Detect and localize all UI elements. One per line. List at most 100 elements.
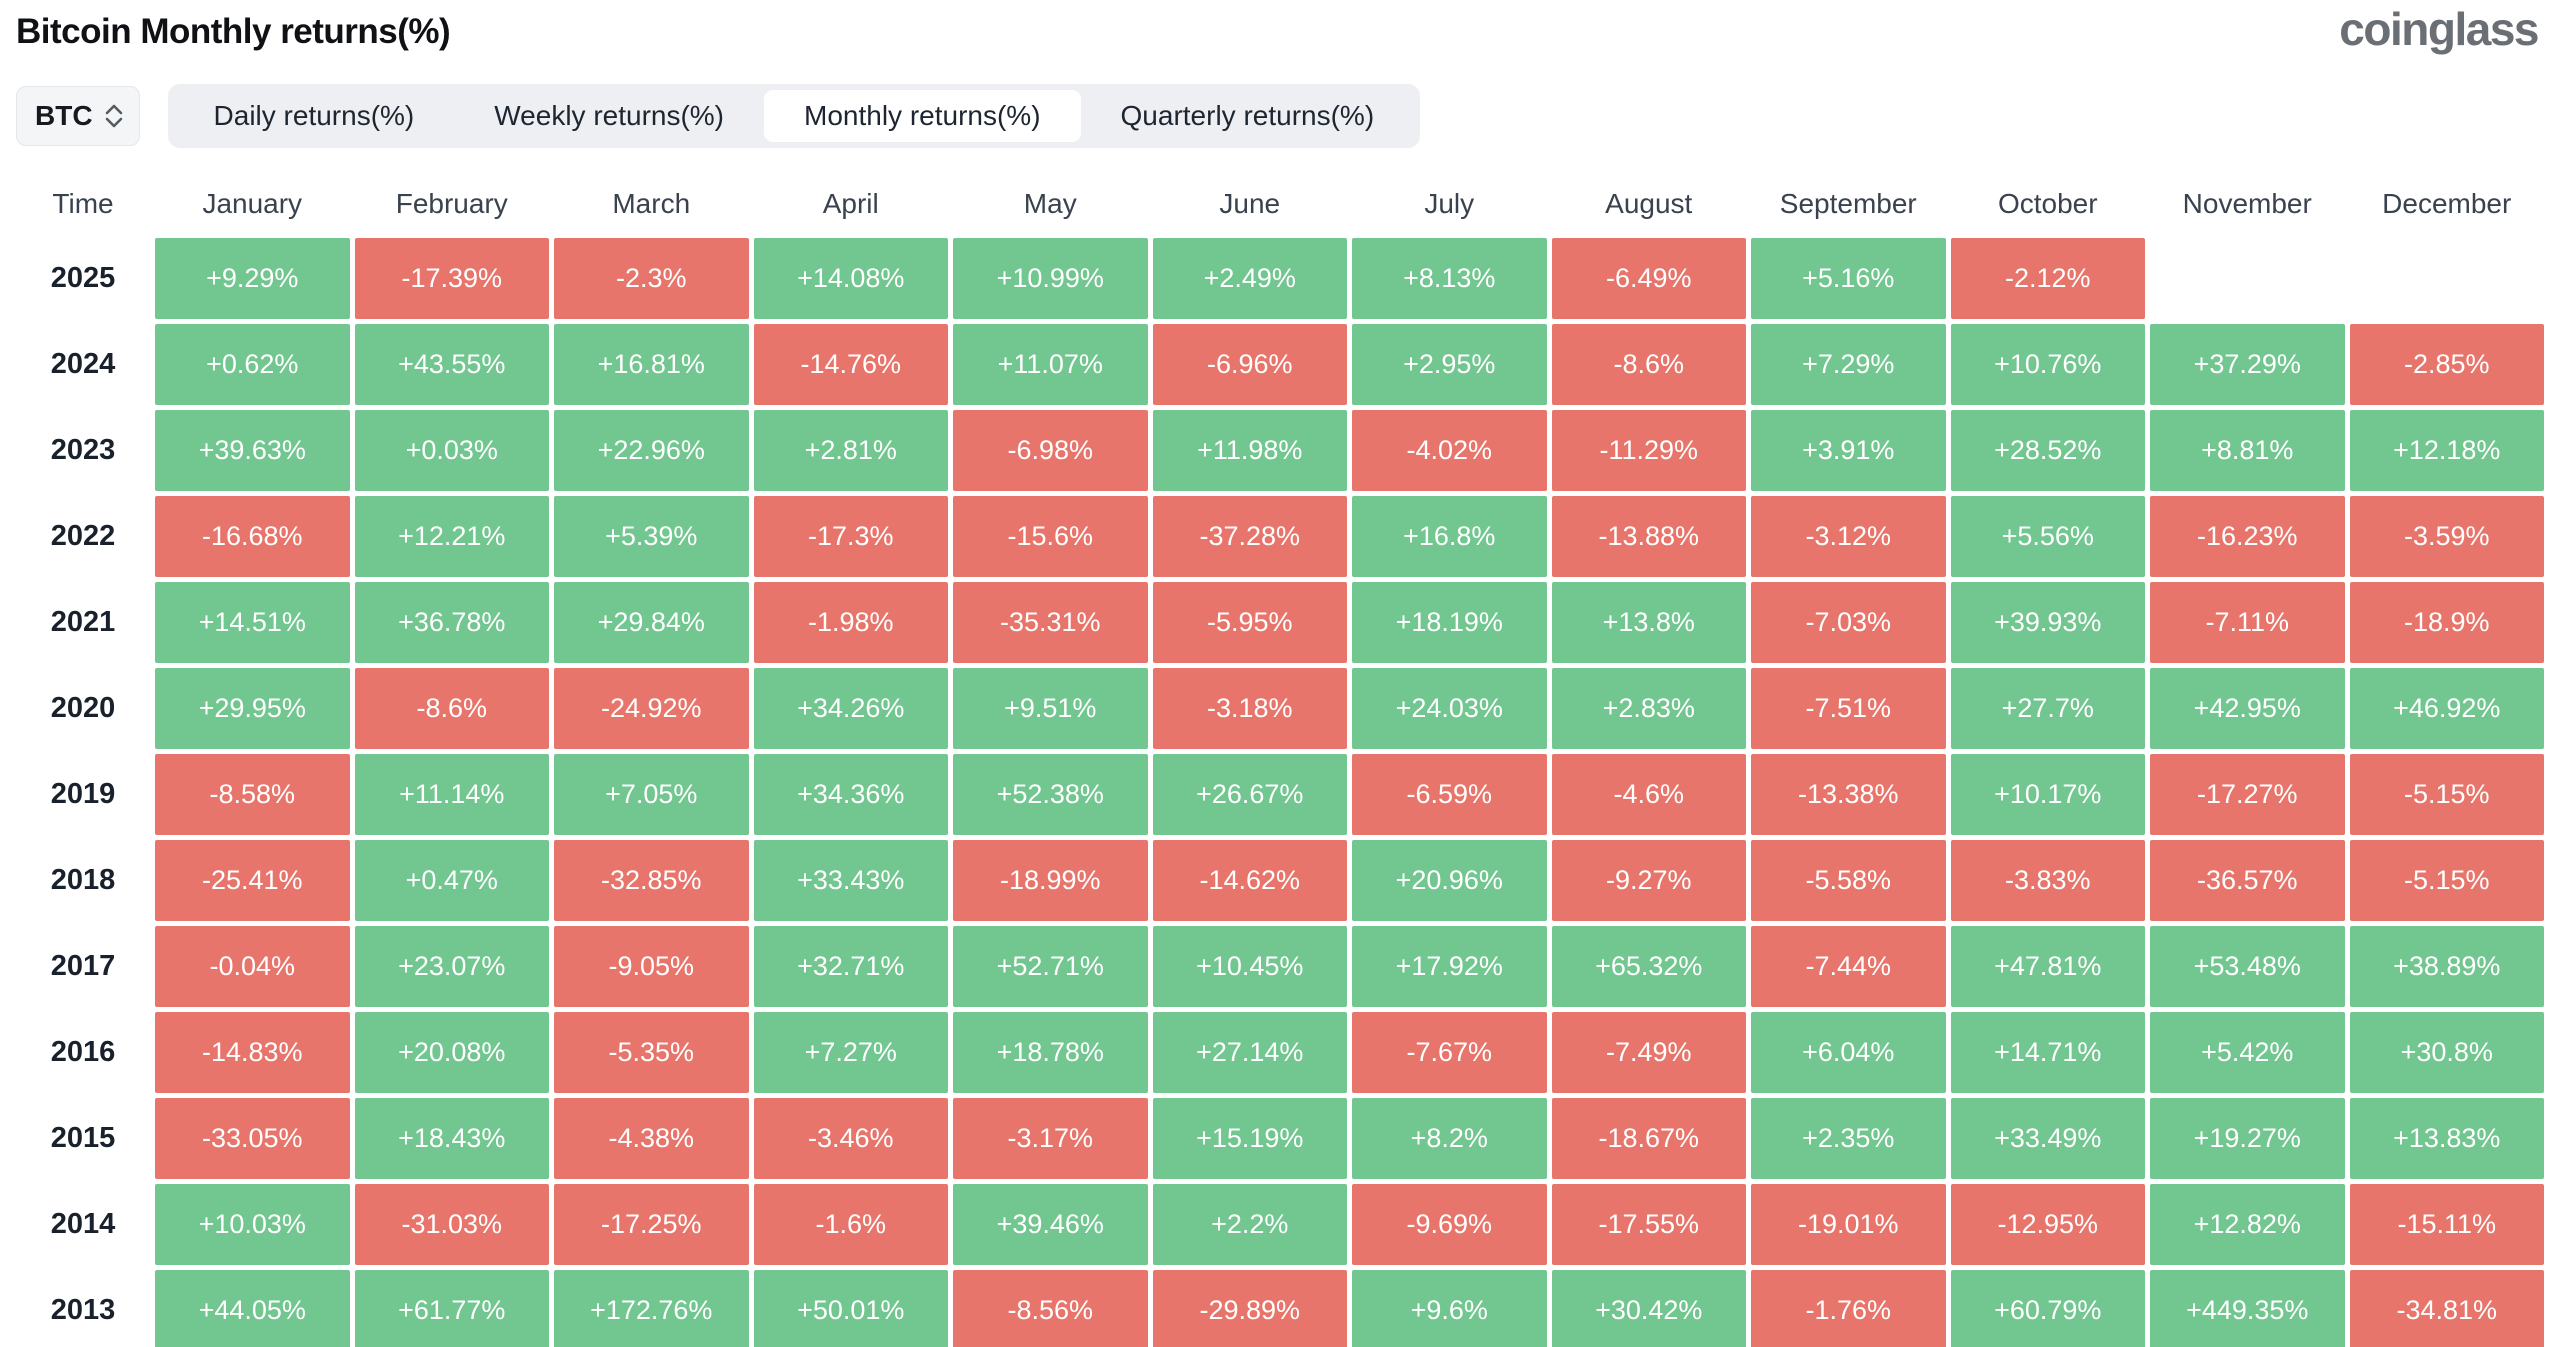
return-cell: -9.69% xyxy=(1352,1184,1547,1265)
return-cell: +14.51% xyxy=(155,582,350,663)
year-label: 2015 xyxy=(50,1122,116,1154)
return-cell: +9.51% xyxy=(953,668,1148,749)
return-cell: -5.15% xyxy=(2349,754,2544,835)
empty-cell xyxy=(2350,238,2545,319)
return-cell: -3.59% xyxy=(2349,496,2544,577)
column-header-september: September xyxy=(1779,188,1917,219)
return-cell: +47.81% xyxy=(1950,926,2145,1007)
column-header-may: May xyxy=(1023,188,1077,219)
return-cell: -17.55% xyxy=(1551,1184,1746,1265)
return-cell: +26.67% xyxy=(1152,754,1347,835)
year-label: 2018 xyxy=(50,864,116,896)
return-cell: +18.43% xyxy=(354,1098,549,1179)
return-cell: -17.25% xyxy=(554,1184,749,1265)
return-cell: -8.6% xyxy=(1551,324,1746,405)
return-cell: +12.82% xyxy=(2150,1184,2345,1265)
return-cell: +2.35% xyxy=(1751,1098,1946,1179)
year-label: 2021 xyxy=(50,606,116,638)
return-cell: +17.92% xyxy=(1352,926,1547,1007)
return-cell: +14.71% xyxy=(1950,1012,2145,1093)
return-cell: +43.55% xyxy=(354,324,549,405)
return-cell: +28.52% xyxy=(1950,410,2145,491)
year-label: 2025 xyxy=(50,262,116,294)
symbol-select[interactable]: BTC xyxy=(16,86,140,146)
return-cell: -3.12% xyxy=(1751,496,1946,577)
return-cell: +65.32% xyxy=(1551,926,1746,1007)
return-cell: +10.99% xyxy=(953,238,1148,319)
return-cell: -9.27% xyxy=(1551,840,1746,921)
return-cell: -34.81% xyxy=(2349,1270,2544,1347)
column-header-november: November xyxy=(2182,188,2312,219)
return-cell: +18.78% xyxy=(953,1012,1148,1093)
return-cell: +15.19% xyxy=(1152,1098,1347,1179)
return-cell: +27.14% xyxy=(1152,1012,1347,1093)
return-cell: -15.6% xyxy=(953,496,1148,577)
return-cell: +2.49% xyxy=(1152,238,1347,319)
return-cell: +44.05% xyxy=(155,1270,350,1347)
return-cell: -7.51% xyxy=(1751,668,1946,749)
return-cell: +8.81% xyxy=(2150,410,2345,491)
return-cell: -6.49% xyxy=(1551,238,1746,319)
return-cell: +12.21% xyxy=(354,496,549,577)
return-cell: +6.04% xyxy=(1751,1012,1946,1093)
return-cell: -8.58% xyxy=(155,754,350,835)
return-cell: +0.62% xyxy=(155,324,350,405)
return-cell: -15.11% xyxy=(2349,1184,2544,1265)
return-cell: +11.98% xyxy=(1152,410,1347,491)
return-cell: +37.29% xyxy=(2150,324,2345,405)
return-cell: -3.46% xyxy=(753,1098,948,1179)
return-cell: -31.03% xyxy=(354,1184,549,1265)
column-header-july: July xyxy=(1424,188,1475,219)
return-cell: -25.41% xyxy=(155,840,350,921)
tab-daily-returns[interactable]: Daily returns(%) xyxy=(174,90,455,142)
return-cell: -2.12% xyxy=(1950,238,2145,319)
return-cell: +30.42% xyxy=(1551,1270,1746,1347)
column-header-december: December xyxy=(2382,188,2512,219)
return-cell: -2.85% xyxy=(2349,324,2544,405)
year-label: 2022 xyxy=(50,520,116,552)
return-cell: +5.39% xyxy=(554,496,749,577)
return-cell: +0.03% xyxy=(354,410,549,491)
controls-bar: BTC Daily returns(%) Weekly returns(%) Mon… xyxy=(16,84,2544,148)
symbol-select-value: BTC xyxy=(35,100,93,131)
return-cell: +39.93% xyxy=(1950,582,2145,663)
return-cell: -3.17% xyxy=(953,1098,1148,1179)
table-body: 2025 +9.29% -17.39% -2.3% +14.08% +10.99% +2.4… xyxy=(16,238,2544,1347)
column-header-june: June xyxy=(1219,188,1281,219)
return-cell: -36.57% xyxy=(2150,840,2345,921)
year-label: 2024 xyxy=(50,348,116,380)
column-header-october: October xyxy=(1997,188,2098,219)
column-header-time: Time xyxy=(52,188,114,219)
return-cell: +2.95% xyxy=(1352,324,1547,405)
return-cell: -32.85% xyxy=(554,840,749,921)
return-cell: -14.83% xyxy=(155,1012,350,1093)
year-label: 2014 xyxy=(50,1208,116,1240)
return-cell: -3.18% xyxy=(1152,668,1347,749)
return-cell: +10.03% xyxy=(155,1184,350,1265)
return-cell: -5.95% xyxy=(1152,582,1347,663)
return-cell: +20.08% xyxy=(354,1012,549,1093)
return-cell: -24.92% xyxy=(554,668,749,749)
return-cell: +10.45% xyxy=(1152,926,1347,1007)
tab-monthly-returns[interactable]: Monthly returns(%) xyxy=(764,90,1081,142)
return-cell: +2.83% xyxy=(1551,668,1746,749)
return-cell: +3.91% xyxy=(1751,410,1946,491)
return-cell: +12.18% xyxy=(2349,410,2544,491)
tab-weekly-returns[interactable]: Weekly returns(%) xyxy=(454,90,764,142)
return-cell: +13.8% xyxy=(1551,582,1746,663)
year-label: 2023 xyxy=(50,434,116,466)
return-cell: +7.05% xyxy=(554,754,749,835)
return-cell: -16.23% xyxy=(2150,496,2345,577)
return-cell: +39.63% xyxy=(155,410,350,491)
tab-quarterly-returns[interactable]: Quarterly returns(%) xyxy=(1081,90,1415,142)
return-cell: -19.01% xyxy=(1751,1184,1946,1265)
table-row-2024: 2024 +0.62% +43.55% +16.81% -14.76% +11.07% -6… xyxy=(16,324,2544,405)
return-cell: +172.76% xyxy=(554,1270,749,1347)
return-cell: +2.2% xyxy=(1152,1184,1347,1265)
table-row-2021: 2021 +14.51% +36.78% +29.84% -1.98% -35.31% -5… xyxy=(16,582,2544,663)
return-cell: -35.31% xyxy=(953,582,1148,663)
return-cell: +33.49% xyxy=(1950,1098,2145,1179)
return-cell: +29.95% xyxy=(155,668,350,749)
return-cell: -3.83% xyxy=(1950,840,2145,921)
return-cell: -14.76% xyxy=(753,324,948,405)
